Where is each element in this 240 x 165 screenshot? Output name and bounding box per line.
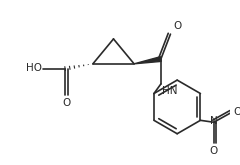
Text: HN: HN — [162, 86, 177, 96]
Text: O: O — [233, 107, 240, 117]
Text: O: O — [210, 146, 218, 156]
Polygon shape — [134, 57, 161, 64]
Text: O: O — [62, 98, 70, 108]
Text: O: O — [173, 21, 182, 31]
Text: HO: HO — [26, 63, 42, 73]
Text: N: N — [210, 116, 218, 126]
